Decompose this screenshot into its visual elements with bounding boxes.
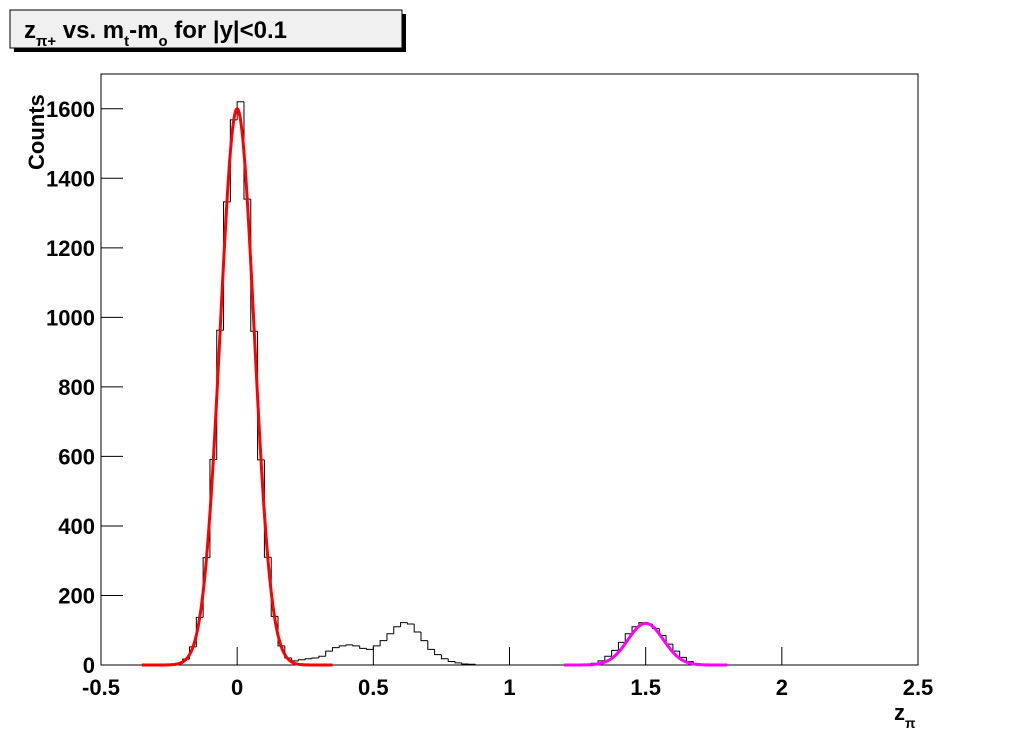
histogram-bin [352, 644, 360, 647]
histogram-bin [611, 649, 619, 657]
text-part: for |y|<0.1 [168, 17, 287, 44]
histogram-bin [400, 622, 408, 627]
histogram-bin [624, 633, 633, 643]
histogram-bin [345, 644, 353, 646]
histogram-bin [236, 101, 244, 120]
histogram-bin [372, 645, 381, 650]
y-tick-label: 1600 [46, 97, 95, 122]
y-axis-label: Counts [24, 94, 49, 170]
histogram-bin [413, 623, 421, 633]
histogram-bin [359, 645, 367, 649]
subscript-text: t [124, 34, 129, 50]
histogram-bin [304, 658, 313, 660]
histogram-bin [338, 645, 347, 648]
text-part: z [894, 700, 905, 725]
histogram-bin [474, 664, 483, 666]
title-box [9, 9, 403, 49]
x-tick-label: 0.5 [358, 675, 389, 700]
histogram-bin [454, 661, 462, 664]
x-tick-label: 1 [503, 675, 515, 700]
y-tick-label: 600 [58, 444, 95, 469]
y-tick-label: 1200 [46, 236, 95, 261]
x-tick-label: 2 [776, 675, 788, 700]
subscript-text: π+ [36, 34, 56, 50]
histogram-bin [297, 659, 306, 661]
histogram-bin [386, 633, 394, 641]
histogram-bin [617, 641, 626, 651]
histogram-bin [406, 622, 415, 625]
subscript-text: π [905, 716, 916, 731]
histogram-bin [427, 640, 435, 650]
histogram-bin [393, 626, 401, 634]
fit-curve [563, 621, 728, 667]
y-tick-label: 1400 [46, 166, 95, 191]
y-tick-label: 800 [58, 375, 95, 400]
histogram-bin [447, 658, 456, 663]
histogram-bin [440, 654, 449, 660]
x-tick-label: 0 [231, 675, 243, 700]
text-part: -m [129, 17, 158, 44]
fit-curve [141, 106, 333, 667]
x-tick-label: 2.5 [903, 675, 934, 700]
y-tick-label: 1000 [46, 305, 95, 330]
y-tick-label: 200 [58, 583, 95, 608]
text-part: z [24, 17, 36, 44]
histogram-bin [325, 650, 333, 657]
subscript-text: o [158, 34, 167, 50]
histogram-bin [284, 645, 292, 659]
histogram-bin [366, 648, 374, 650]
y-tick-label: 400 [58, 514, 95, 539]
text-part: vs. m [56, 17, 124, 44]
histogram-bin [420, 631, 428, 642]
histogram-bin [311, 657, 319, 659]
histogram-bin [461, 662, 469, 665]
histogram-bin [434, 649, 442, 656]
plot-frame [100, 73, 919, 666]
chart-title: zπ+ vs. mt-mo for |y|<0.1 [24, 17, 287, 50]
y-tick-label: 0 [83, 653, 95, 678]
x-tick-label: -0.5 [82, 675, 120, 700]
histogram-bin [604, 655, 612, 661]
x-tick-label: 1.5 [630, 675, 661, 700]
histogram-bin [331, 647, 340, 652]
histogram-bin [379, 640, 387, 646]
histogram-bin [318, 655, 326, 659]
x-axis-label: zπ [894, 700, 916, 731]
